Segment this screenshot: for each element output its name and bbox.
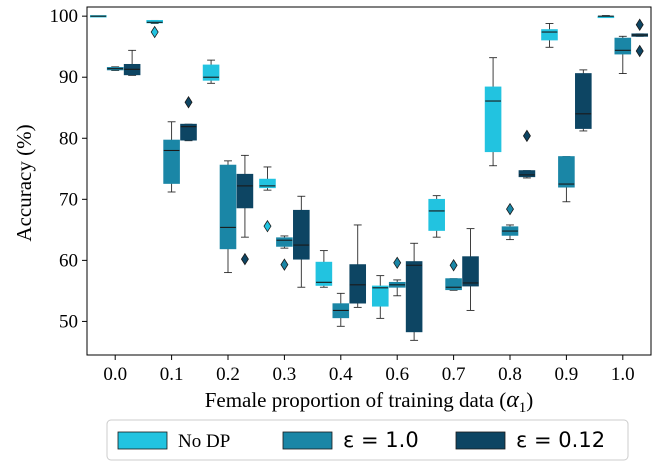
x-tick-label: 1.0 xyxy=(611,364,635,385)
y-tick-label: 70 xyxy=(59,189,78,210)
y-tick-label: 60 xyxy=(59,250,78,271)
outlier-marker xyxy=(240,252,249,266)
box-2-6 xyxy=(462,228,479,311)
x-tick-label: 0.8 xyxy=(498,364,522,385)
outlier-marker xyxy=(506,202,514,216)
x-tick-label: 0.0 xyxy=(103,364,127,385)
box-2-8 xyxy=(575,69,592,132)
box-1-6 xyxy=(445,259,462,291)
box-1-8 xyxy=(558,156,575,203)
box-body xyxy=(371,285,389,307)
box-body xyxy=(575,73,592,129)
y-tick-label: 100 xyxy=(50,6,79,27)
outlier-marker xyxy=(522,129,531,143)
box-0-7 xyxy=(484,57,502,167)
plot-area xyxy=(89,15,649,341)
box-0-6 xyxy=(428,195,445,238)
box-body xyxy=(236,173,254,209)
box-body xyxy=(405,261,423,333)
outlier-marker xyxy=(635,18,644,31)
box-2-5 xyxy=(405,242,423,341)
plot-frame xyxy=(86,6,652,356)
box-1-4 xyxy=(332,292,350,327)
x-axis-label: Female proportion of training data (α1) xyxy=(205,387,534,416)
box-2-3 xyxy=(293,195,310,288)
box-body xyxy=(202,64,220,81)
legend-label-eps-1: ε = 1.0 xyxy=(343,428,419,452)
box-0-2 xyxy=(202,59,220,84)
y-tick-label: 80 xyxy=(59,128,78,149)
y-tick-label: 90 xyxy=(59,67,78,88)
box-body xyxy=(315,261,333,286)
box-0-1 xyxy=(146,19,163,39)
box-body xyxy=(445,278,462,291)
box-body xyxy=(518,170,536,178)
box-0-8 xyxy=(541,23,558,48)
box-body xyxy=(180,123,197,141)
box-body xyxy=(428,198,445,231)
legend-swatch-eps-012 xyxy=(455,431,506,450)
legend-frame xyxy=(106,419,629,461)
x-tick-label: 0.6 xyxy=(385,364,409,385)
box-body xyxy=(163,139,180,184)
box-2-1 xyxy=(180,95,197,142)
outlier-marker xyxy=(184,95,193,109)
box-body xyxy=(349,264,367,304)
box-body xyxy=(541,29,558,41)
legend-label-eps-012: ε = 0.12 xyxy=(516,428,605,452)
x-tick-label: 0.4 xyxy=(329,364,353,385)
box-body xyxy=(293,209,310,260)
box-body xyxy=(462,256,479,287)
x-tick-label: 0.2 xyxy=(216,364,240,385)
outlier-marker xyxy=(635,44,644,58)
box-body xyxy=(259,178,276,189)
box-1-2 xyxy=(219,160,237,274)
outlier-marker xyxy=(150,25,159,39)
outlier-marker xyxy=(280,258,289,271)
box-2-0 xyxy=(123,49,141,76)
box-2-7 xyxy=(518,129,536,179)
box-body xyxy=(484,86,502,153)
box-2-4 xyxy=(349,224,367,308)
box-body xyxy=(558,156,575,188)
box-body xyxy=(276,237,293,247)
box-0-3 xyxy=(259,166,276,233)
box-0-9 xyxy=(597,15,615,19)
box-0-0 xyxy=(89,15,107,18)
y-axis-label: Accuracy (%) xyxy=(12,124,36,241)
x-tick-label: 0.9 xyxy=(555,364,579,385)
x-tick-label: 0.7 xyxy=(442,364,466,385)
box-1-7 xyxy=(501,202,519,241)
legend-swatch-no-dp xyxy=(117,431,168,450)
x-tick-label: 0.1 xyxy=(160,364,184,385)
box-1-3 xyxy=(276,235,293,271)
box-body xyxy=(219,164,237,250)
y-tick-label: 50 xyxy=(59,311,78,332)
x-axis: 0.0 0.1 0.2 0.3 0.4 0.6 0.7 0.8 0.9 1.0 xyxy=(103,355,635,385)
box-0-4 xyxy=(315,250,333,288)
outlier-marker xyxy=(449,259,458,272)
box-1-9 xyxy=(614,35,632,74)
legend-swatch-eps-1 xyxy=(282,431,333,450)
alpha-symbol: α xyxy=(506,387,519,413)
box-1-0 xyxy=(106,66,124,71)
box-0-5 xyxy=(371,275,389,319)
box-2-9 xyxy=(631,18,649,58)
y-axis: 50 60 70 80 90 100 xyxy=(50,6,87,332)
outlier-marker xyxy=(393,256,402,270)
box-body xyxy=(614,37,632,55)
box-1-1 xyxy=(163,121,180,193)
box-2-2 xyxy=(236,154,254,266)
legend: No DP ε = 1.0 ε = 0.12 xyxy=(106,419,629,461)
x-tick-label: 0.3 xyxy=(273,364,297,385)
box-1-5 xyxy=(388,256,406,297)
outlier-marker xyxy=(263,219,272,233)
legend-label-no-dp: No DP xyxy=(178,431,230,452)
box-body xyxy=(146,20,163,24)
